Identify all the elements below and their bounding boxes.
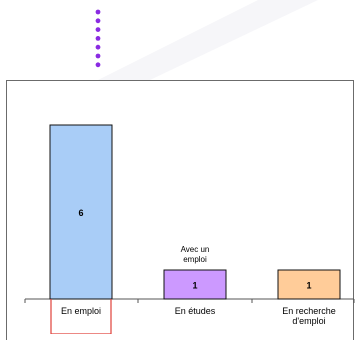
data-label: 6 <box>78 208 83 218</box>
highlight-box <box>50 299 112 334</box>
background-stripe <box>98 0 318 80</box>
decorative-dot <box>95 9 101 15</box>
decorative-dot <box>95 27 101 32</box>
decorative-dot <box>95 36 101 41</box>
bar <box>163 269 227 300</box>
decorative-dot <box>95 53 101 59</box>
decorative-dot <box>95 44 101 50</box>
decorative-dots <box>95 0 318 80</box>
tick-label: En recherche <box>282 306 336 316</box>
tick-label: En études <box>175 306 216 316</box>
bar <box>277 269 341 300</box>
data-label: 1 <box>306 281 311 291</box>
tick-label: d'emploi <box>292 316 325 326</box>
annotation: emploi <box>183 255 207 264</box>
annotation: Avec un <box>181 245 210 254</box>
decorative-dot <box>95 18 101 24</box>
tick-label: En emploi <box>61 306 101 316</box>
data-label: 1 <box>192 281 197 291</box>
chart-frame <box>6 80 354 340</box>
decorative-dot <box>95 62 101 68</box>
bar <box>49 124 113 300</box>
